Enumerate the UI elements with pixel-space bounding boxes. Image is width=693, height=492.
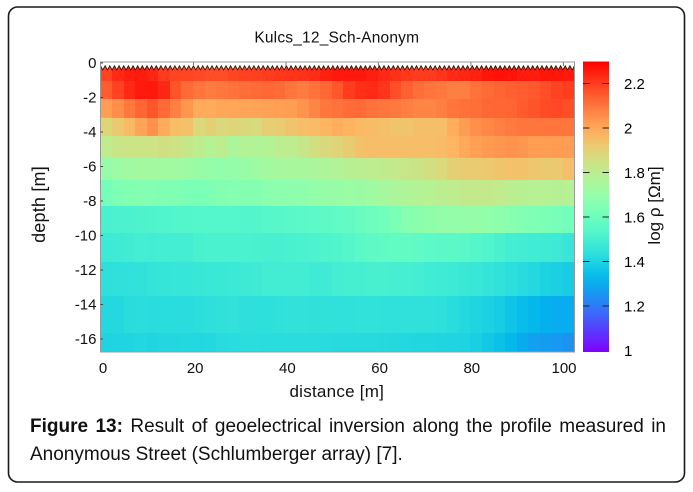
svg-text:-2: -2 bbox=[83, 90, 96, 107]
svg-text:2.2: 2.2 bbox=[624, 76, 645, 93]
svg-text:-12: -12 bbox=[75, 262, 97, 279]
svg-text:log ρ [Ωm]: log ρ [Ωm] bbox=[645, 166, 664, 244]
svg-text:1.8: 1.8 bbox=[624, 165, 645, 182]
svg-text:1.6: 1.6 bbox=[624, 209, 645, 226]
svg-text:40: 40 bbox=[279, 360, 296, 377]
svg-text:60: 60 bbox=[371, 360, 388, 377]
svg-text:-6: -6 bbox=[83, 159, 96, 176]
svg-text:1.4: 1.4 bbox=[624, 254, 645, 271]
svg-text:-16: -16 bbox=[75, 331, 97, 348]
svg-text:Kulcs_12_Sch-Anonym: Kulcs_12_Sch-Anonym bbox=[254, 30, 419, 47]
svg-text:1.2: 1.2 bbox=[624, 298, 645, 315]
svg-text:0: 0 bbox=[88, 55, 96, 72]
svg-text:depth [m]: depth [m] bbox=[29, 166, 49, 243]
svg-text:-14: -14 bbox=[75, 297, 97, 314]
svg-text:distance [m]: distance [m] bbox=[289, 382, 384, 401]
svg-text:-4: -4 bbox=[83, 124, 96, 141]
svg-text:-8: -8 bbox=[83, 193, 96, 210]
svg-text:20: 20 bbox=[187, 360, 204, 377]
svg-text:100: 100 bbox=[551, 360, 576, 377]
svg-text:80: 80 bbox=[463, 360, 480, 377]
svg-text:2: 2 bbox=[624, 120, 632, 137]
svg-text:1: 1 bbox=[624, 343, 632, 360]
svg-text:-10: -10 bbox=[75, 228, 97, 245]
svg-text:0: 0 bbox=[99, 360, 107, 377]
